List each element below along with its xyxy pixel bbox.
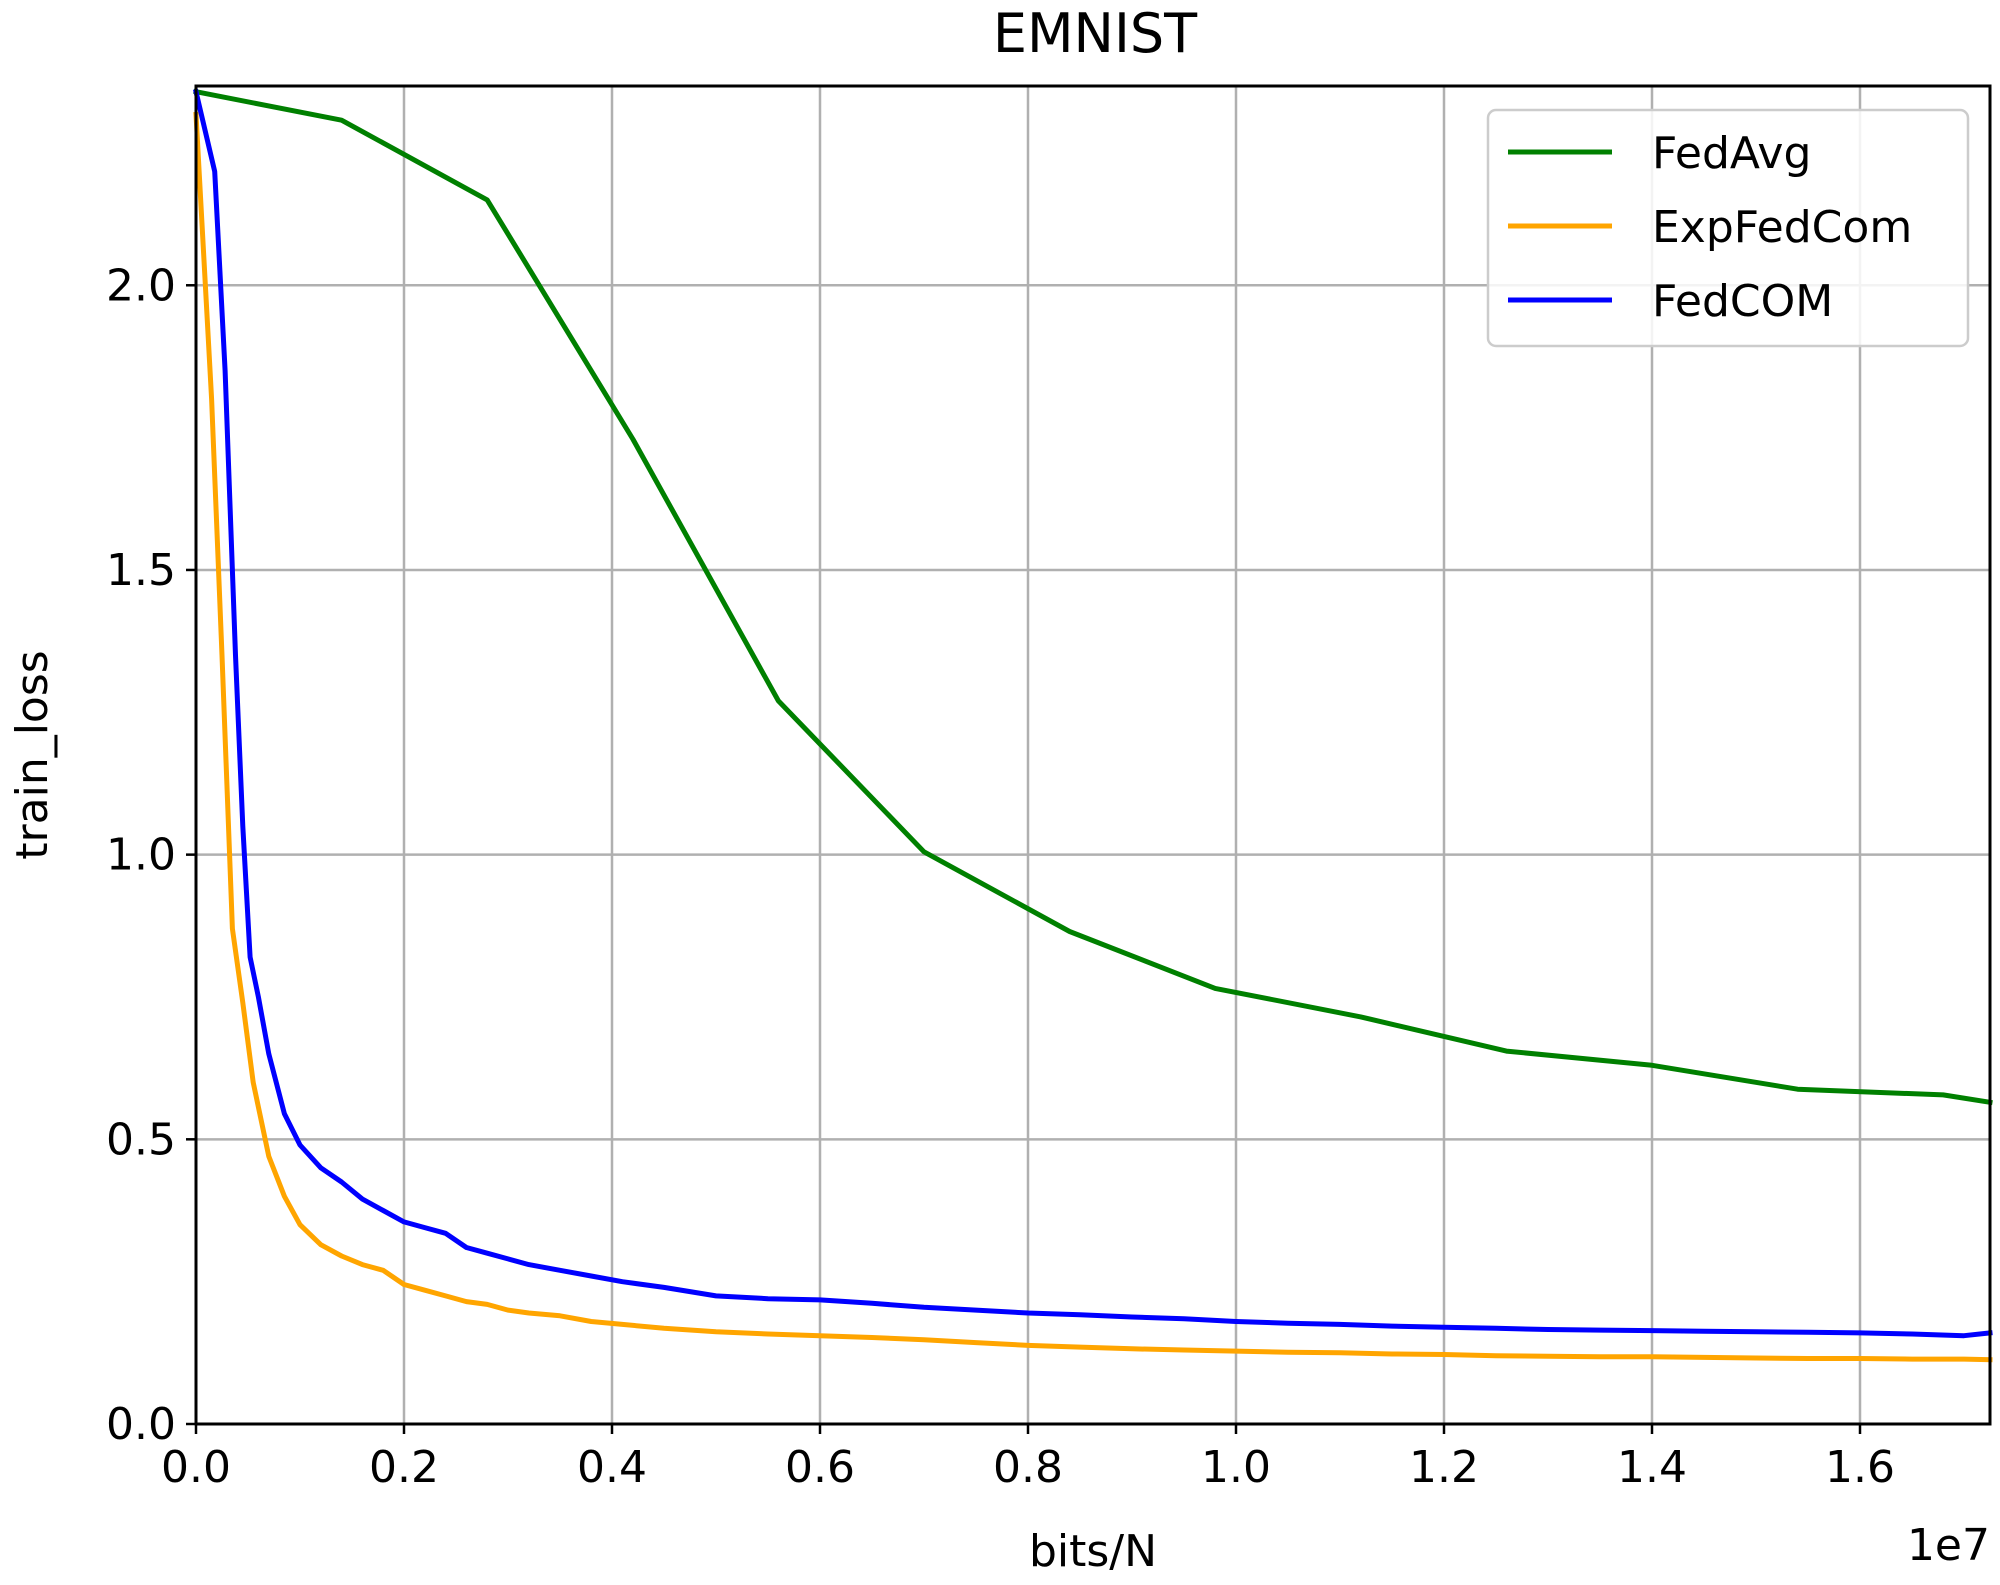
x-tick-label: 0.2 <box>369 1442 439 1493</box>
y-axis-label: train_loss <box>7 650 58 859</box>
series-line-fedcom <box>192 88 1993 1339</box>
series-line-expfedcom <box>193 111 1993 1363</box>
ticks: 0.0 0.2 0.4 0.6 0.8 1.0 1.2 1.4 1.6 0.0 0.5 1.0 1.5 2… <box>106 260 1895 1493</box>
plot-frame <box>194 84 1992 1426</box>
y-tick-label: 1.5 <box>106 545 176 596</box>
legend-label-fedcom: FedCOM <box>1652 276 1833 327</box>
legend-box <box>1486 108 1970 348</box>
x-tick-label: 1.0 <box>1201 1442 1271 1493</box>
x-tick-label: 1.2 <box>1409 1442 1479 1493</box>
series-line-fedavg <box>193 88 1993 1106</box>
y-tick-label: 2.0 <box>106 260 176 311</box>
legend-label-fedavg: FedAvg <box>1652 128 1811 179</box>
x-tick-label: 0.4 <box>577 1442 647 1493</box>
x-tick-label: 1.6 <box>1825 1442 1895 1493</box>
x-tick-label: 0.8 <box>993 1442 1063 1493</box>
legend: FedAvg ExpFedCom FedCOM <box>1486 108 1970 348</box>
chart-title: EMNIST <box>993 2 1198 65</box>
x-axis-label: bits/N <box>1029 1526 1157 1577</box>
y-tick-label: 0.5 <box>106 1114 176 1165</box>
y-tick-label: 1.0 <box>106 830 176 881</box>
series-layer <box>192 88 1993 1363</box>
legend-label-expfedcom: ExpFedCom <box>1652 202 1912 253</box>
y-tick-label: 0.0 <box>106 1399 176 1450</box>
x-tick-label: 0.6 <box>785 1442 855 1493</box>
x-tick-label: 1.4 <box>1617 1442 1687 1493</box>
x-tick-label: 0.0 <box>161 1442 231 1493</box>
x-axis-offset-label: 1e7 <box>1907 1520 1990 1571</box>
